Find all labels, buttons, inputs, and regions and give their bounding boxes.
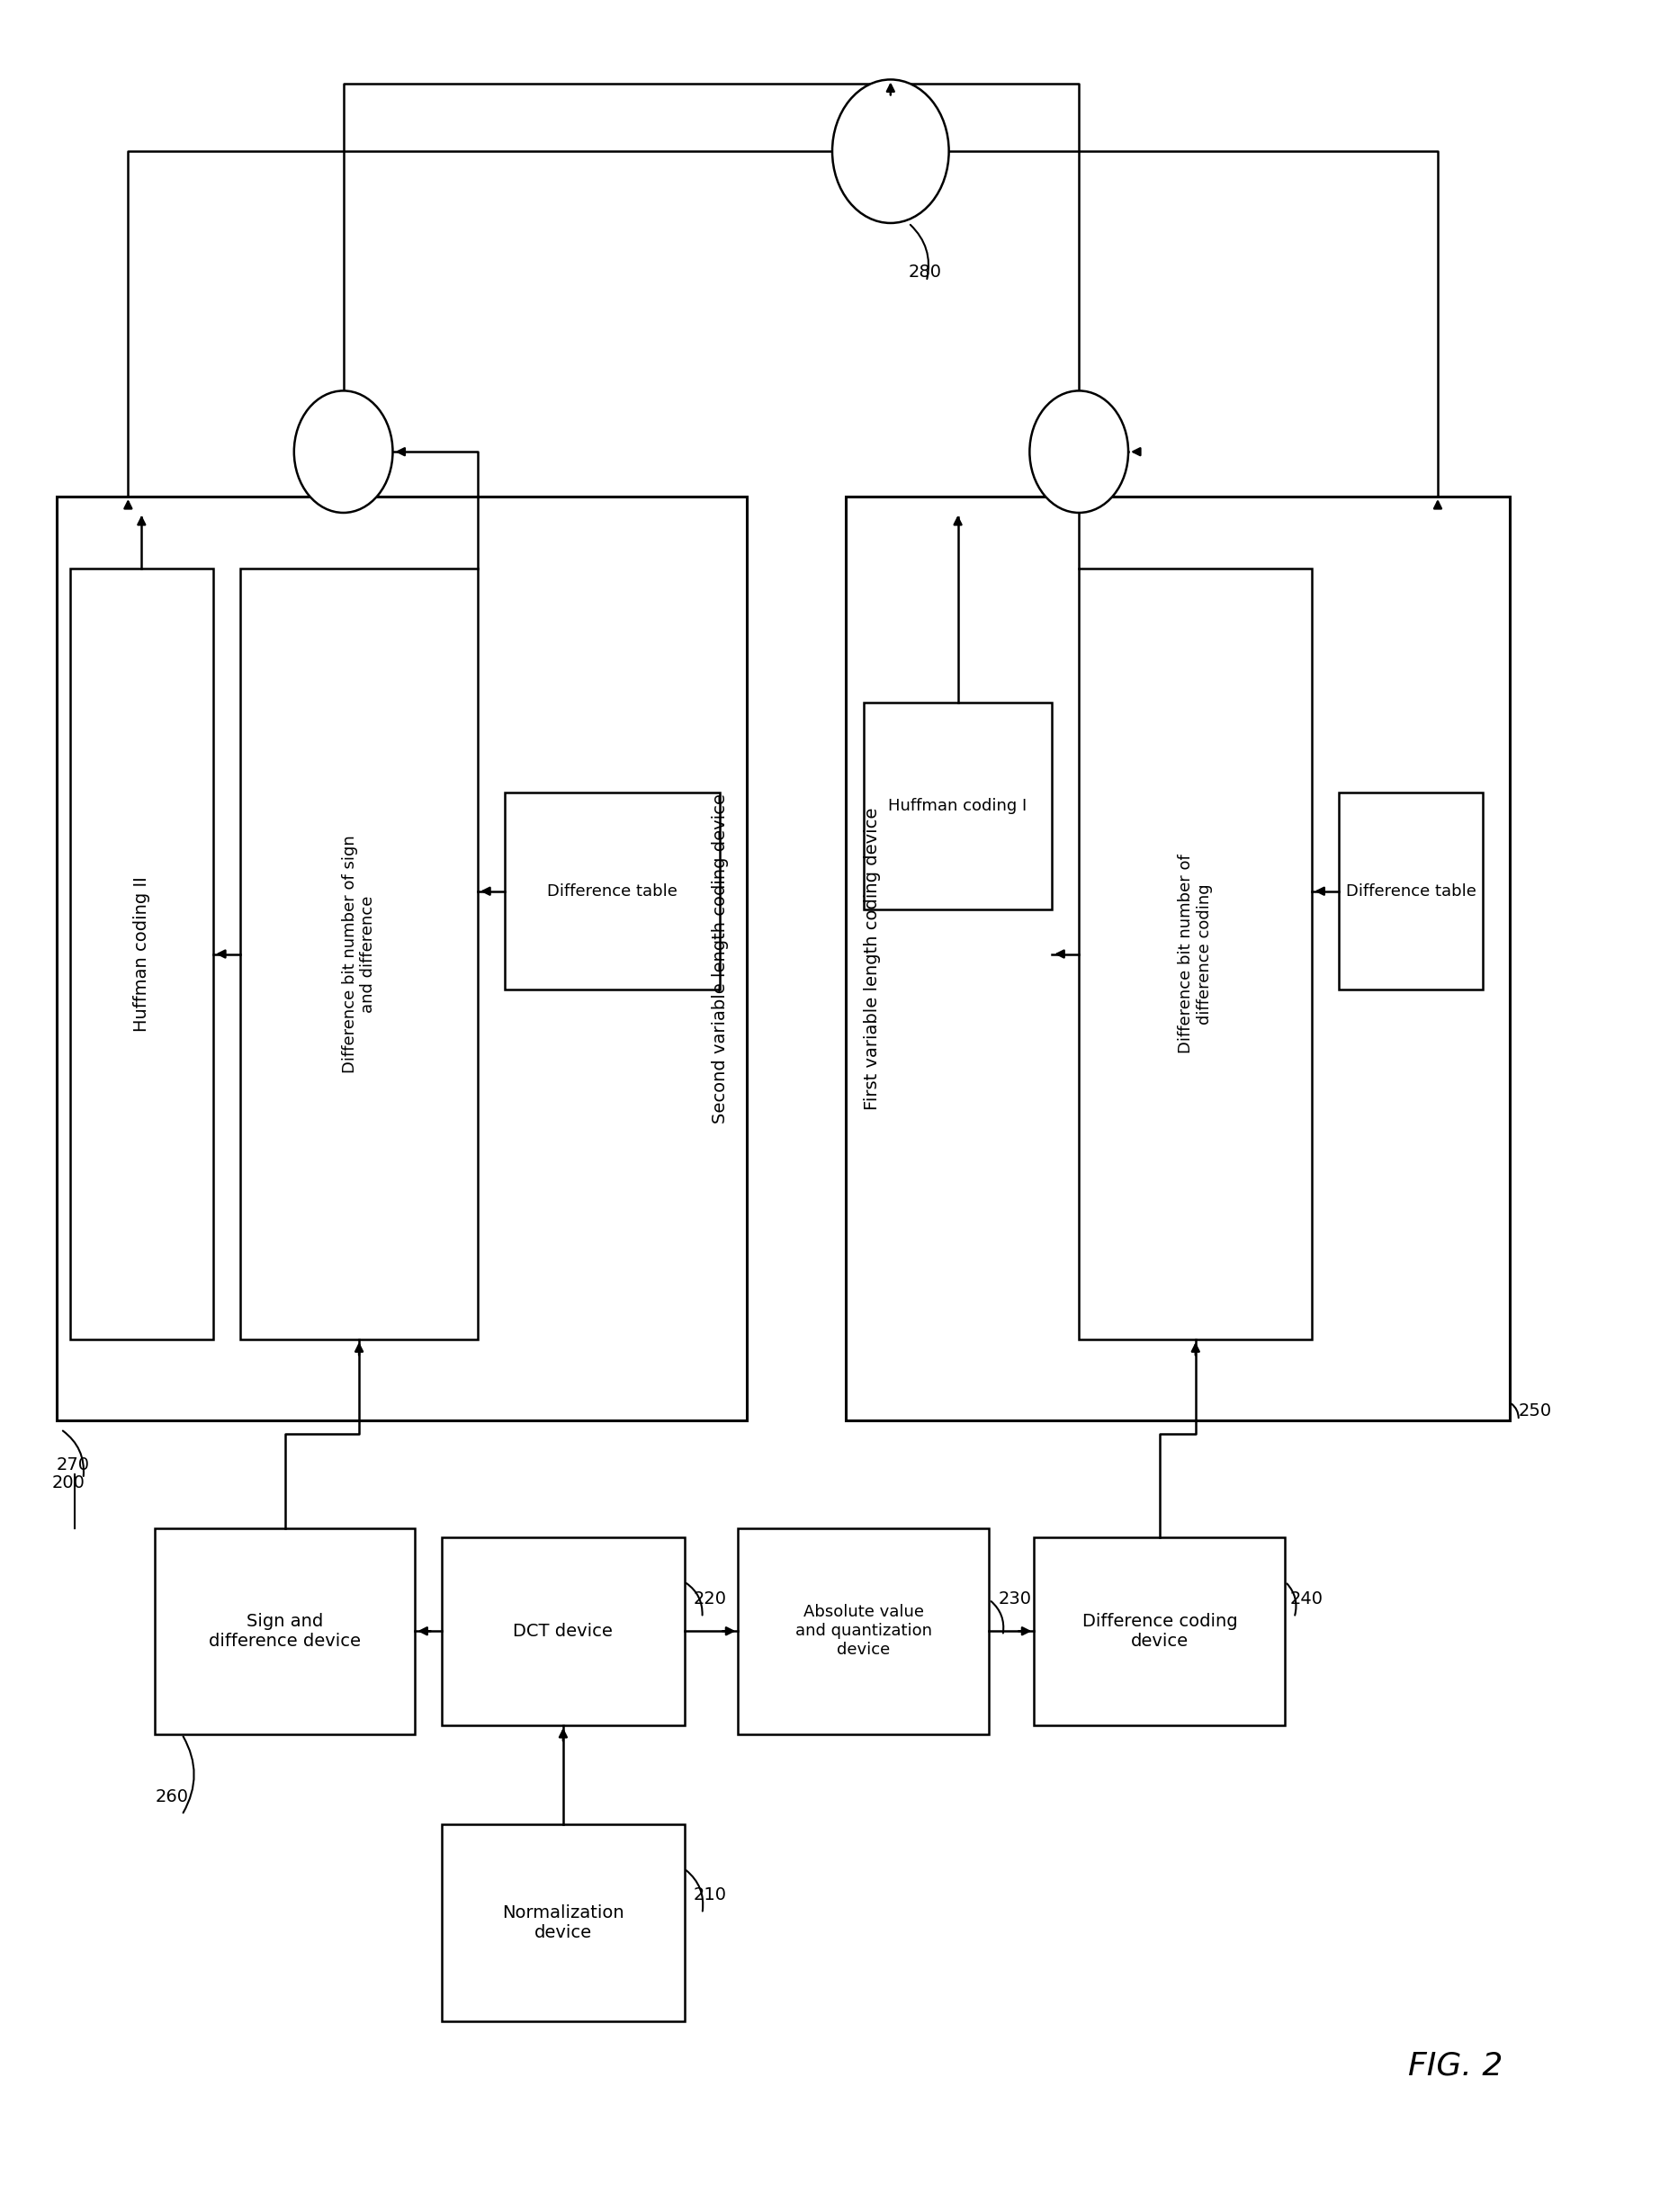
Text: Huffman coding II: Huffman coding II <box>134 876 150 1031</box>
Text: 230: 230 <box>998 1590 1031 1608</box>
Text: 280: 280 <box>908 263 941 281</box>
Bar <box>863 703 1051 909</box>
Bar <box>70 568 214 1340</box>
Bar <box>57 495 748 1420</box>
Text: DCT device: DCT device <box>514 1624 613 1639</box>
Bar <box>240 568 477 1340</box>
Text: 260: 260 <box>155 1787 189 1805</box>
Text: 210: 210 <box>693 1887 726 1905</box>
Text: Absolute value
and quantization
device: Absolute value and quantization device <box>794 1604 931 1659</box>
Text: 250: 250 <box>1519 1402 1552 1420</box>
Bar <box>738 1528 990 1734</box>
Bar <box>1078 568 1312 1340</box>
Text: Sign and
difference device: Sign and difference device <box>209 1613 361 1650</box>
Ellipse shape <box>1030 392 1128 513</box>
Text: Difference bit number of sign
and difference: Difference bit number of sign and differ… <box>342 834 377 1073</box>
Text: Second variable length coding device: Second variable length coding device <box>711 794 729 1124</box>
Text: 220: 220 <box>693 1590 726 1608</box>
Bar <box>155 1528 416 1734</box>
Text: Difference table: Difference table <box>1345 883 1475 900</box>
Text: Difference coding
device: Difference coding device <box>1082 1613 1237 1650</box>
Text: Difference table: Difference table <box>547 883 678 900</box>
Bar <box>1339 792 1482 989</box>
Bar <box>442 1825 684 2022</box>
Bar <box>846 495 1509 1420</box>
Text: 200: 200 <box>52 1473 85 1491</box>
Text: FIG. 2: FIG. 2 <box>1409 2051 1504 2081</box>
Bar <box>504 792 719 989</box>
Bar <box>1035 1537 1285 1725</box>
Text: Normalization
device: Normalization device <box>502 1905 624 1942</box>
Ellipse shape <box>833 80 950 223</box>
Text: Huffman coding I: Huffman coding I <box>888 799 1026 814</box>
Text: First variable length coding device: First variable length coding device <box>865 807 881 1110</box>
Text: 270: 270 <box>57 1455 90 1473</box>
Text: Difference bit number of
difference coding: Difference bit number of difference codi… <box>1178 854 1213 1053</box>
Bar <box>442 1537 684 1725</box>
Ellipse shape <box>294 392 392 513</box>
Text: 240: 240 <box>1290 1590 1324 1608</box>
